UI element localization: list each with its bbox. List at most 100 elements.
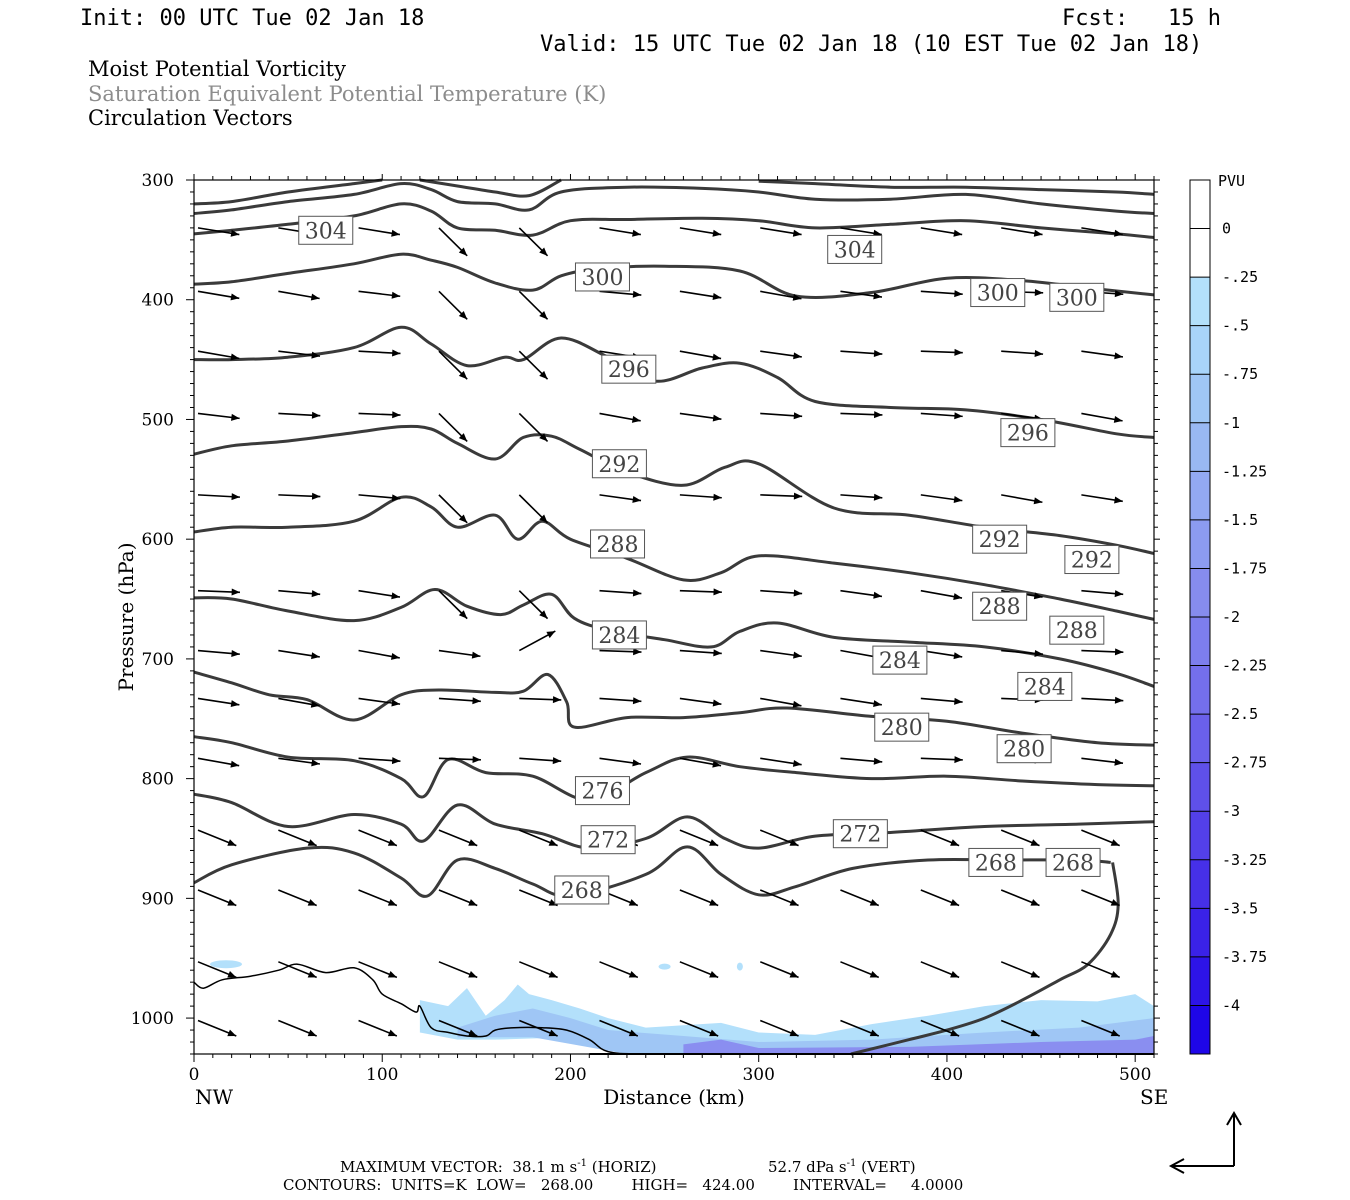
vector-arrow (358, 649, 400, 660)
vector-head (713, 588, 722, 596)
vector-arrow (278, 589, 321, 598)
pv-patch (658, 963, 671, 970)
x-axis-label: Distance (km) (603, 1085, 745, 1109)
vector-arrow (760, 649, 802, 659)
vector-arrow (760, 350, 802, 360)
init-time: Init: 00 UTC Tue 02 Jan 18 (80, 6, 424, 31)
vector-arrow (759, 829, 799, 847)
vector-head (874, 411, 883, 419)
vector-arrow (920, 412, 963, 420)
vector-arrow (840, 493, 883, 501)
vector-head (539, 514, 548, 523)
vector-arrow (840, 290, 883, 300)
vector-head (390, 652, 400, 660)
vector-arrow (438, 290, 468, 320)
vector-arrow (759, 889, 799, 907)
vector-head (950, 899, 960, 906)
vector-head (552, 757, 562, 765)
vector-arrow (519, 696, 562, 704)
vector-arrow (358, 1019, 398, 1037)
vector-head (792, 293, 802, 301)
vector-head (632, 759, 642, 767)
vector-arrow (1081, 1019, 1120, 1037)
vector-arrow (197, 961, 237, 979)
contour-label: 272 (832, 819, 888, 849)
contour-label: 272 (580, 825, 636, 855)
vector-arrow (599, 648, 642, 656)
vector-head (954, 290, 963, 298)
pv-region-dark (683, 1036, 1154, 1054)
contour-label-text: 280 (881, 716, 923, 741)
vector-arrow (1000, 829, 1040, 847)
contour-label-box (827, 234, 883, 264)
contour-label-text: 300 (977, 282, 1019, 307)
vector-arrow (920, 494, 963, 503)
vector-arrow (599, 290, 642, 298)
vector-head (709, 899, 719, 906)
vector-head (1030, 839, 1040, 846)
vector-arrow (197, 350, 240, 361)
vector-head (789, 1029, 799, 1037)
vector-arrow (278, 961, 317, 979)
vector-head (230, 293, 240, 301)
contour-label-text: 292 (598, 453, 640, 478)
vector-arrow (358, 757, 401, 765)
vector-arrow (358, 829, 398, 847)
vector-head (310, 700, 320, 708)
title-theta-es: Saturation Equivalent Potential Temperat… (88, 82, 606, 106)
vector-head (310, 293, 320, 301)
vector-arrow (518, 630, 556, 652)
vector-head (709, 970, 719, 978)
contour-label-box (874, 712, 930, 742)
vector-head (468, 1029, 478, 1037)
vector-arrow (438, 755, 481, 763)
vector-head (954, 348, 963, 356)
vector-arrow (197, 227, 240, 237)
contour-label: 284 (1017, 671, 1073, 701)
contour-label: 304 (298, 215, 354, 245)
vector-arrow (599, 494, 642, 503)
contour-label: 296 (601, 354, 657, 384)
vector-arrow (518, 350, 549, 380)
vector-head (712, 760, 722, 768)
vector-head (307, 899, 317, 906)
vector-arrow (759, 1019, 799, 1037)
contour-label-text: 280 (1003, 738, 1045, 763)
colorbar-segment (1190, 325, 1210, 375)
vector-head (712, 353, 722, 361)
vector-head (392, 349, 401, 357)
theta-contour-312 (193, 178, 383, 206)
contour-label-box (1049, 282, 1105, 312)
vector-head (709, 839, 719, 846)
colorbar-segment (1190, 859, 1210, 909)
vector-arrow (358, 889, 398, 907)
vector-head (631, 415, 641, 423)
vector-head (387, 839, 397, 846)
vector-head (954, 412, 963, 420)
vector-head (227, 899, 237, 906)
contour-label-box (832, 819, 888, 849)
vector-arrow (679, 588, 722, 596)
colorbar-segment (1190, 180, 1210, 230)
vector-head (1030, 970, 1040, 978)
axis-ticks: 300 400 500 600 700 800 900 1000 0 100 200 300 400 50… (131, 171, 1160, 1085)
vector-arrow (840, 411, 883, 419)
contour-label-text: 268 (561, 879, 603, 904)
vector-arrow (358, 349, 401, 357)
colorbar-segment (1190, 714, 1210, 764)
theta-contour-312c (758, 179, 1155, 196)
vector-head (1110, 970, 1120, 978)
vector-arrow (760, 697, 802, 708)
vector-head (713, 493, 722, 501)
vector-arrow (599, 412, 641, 423)
vector-head (1114, 648, 1124, 656)
colorbar-segment (1190, 956, 1210, 1006)
vector-arrow (1081, 350, 1124, 360)
vector-head (1030, 1029, 1040, 1037)
contour-label-text: 272 (587, 829, 629, 854)
reference-vector-icon (1168, 1111, 1242, 1174)
vector-arrow (278, 1019, 317, 1037)
vector-arrow (438, 1019, 478, 1037)
colorbar-label: -2.25 (1222, 657, 1267, 675)
vector-head (227, 970, 237, 978)
